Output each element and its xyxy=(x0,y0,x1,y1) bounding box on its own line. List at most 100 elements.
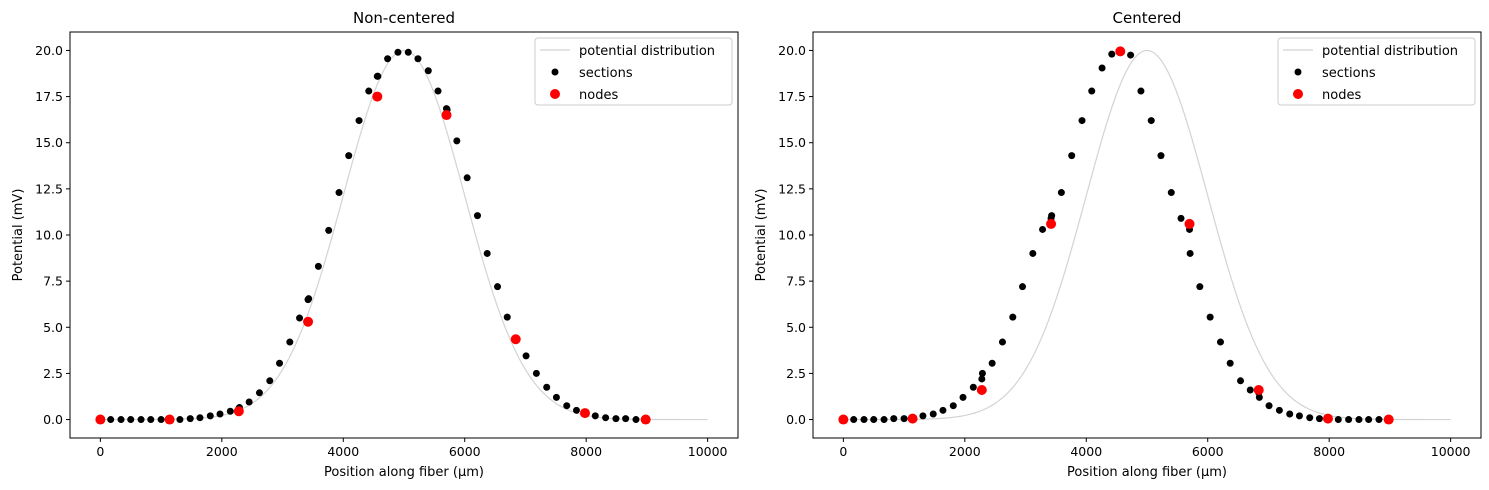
section-point xyxy=(314,262,322,270)
section-point xyxy=(1255,393,1263,401)
section-point xyxy=(117,416,125,424)
section-point xyxy=(384,55,392,63)
section-point xyxy=(434,87,442,95)
section-point xyxy=(1127,51,1135,59)
section-point xyxy=(591,412,599,420)
section-point xyxy=(890,415,898,423)
section-point xyxy=(1334,416,1342,424)
section-point xyxy=(602,414,610,422)
y-tick-label: 2.5 xyxy=(43,366,63,381)
section-point xyxy=(1246,386,1254,394)
node-point xyxy=(164,414,175,425)
node-point xyxy=(1383,414,1394,425)
section-point xyxy=(1108,50,1116,58)
y-tick-label: 15.0 xyxy=(778,135,806,150)
x-tick-label: 8000 xyxy=(1313,444,1345,459)
section-point xyxy=(978,375,986,383)
section-point xyxy=(622,415,630,423)
node-point xyxy=(1046,218,1057,229)
section-point xyxy=(1039,225,1047,233)
x-tick-label: 4000 xyxy=(1070,444,1102,459)
node-point xyxy=(838,414,849,425)
node-point xyxy=(1322,413,1333,424)
section-point xyxy=(1078,117,1086,125)
legend-box xyxy=(534,37,733,106)
section-point xyxy=(1265,402,1273,410)
section-point xyxy=(563,402,571,410)
x-tick-label: 0 xyxy=(96,444,104,459)
y-tick-label: 7.5 xyxy=(786,274,806,289)
node-point xyxy=(640,414,651,425)
y-axis-label: Potential (mV) xyxy=(11,189,26,282)
section-point xyxy=(355,117,363,125)
section-point xyxy=(196,414,204,422)
points-layer xyxy=(95,48,651,425)
y-tick-label: 20.0 xyxy=(778,43,806,58)
section-point xyxy=(1029,249,1037,257)
y-tick-label: 5.0 xyxy=(786,320,806,335)
section-point xyxy=(503,313,511,321)
node-point xyxy=(441,110,452,121)
section-point xyxy=(1345,416,1353,424)
section-point xyxy=(1295,412,1303,420)
section-point xyxy=(543,383,551,391)
node-point xyxy=(510,334,521,345)
section-point xyxy=(949,402,957,410)
node-point xyxy=(579,408,590,419)
section-point xyxy=(1057,189,1065,197)
section-point xyxy=(266,377,274,385)
section-point xyxy=(226,407,234,415)
subplot-centered: Centered 0 2000 4000 6000 8000 10000 0.0 2.5 5.… xyxy=(754,9,1482,480)
y-tick-label: 12.5 xyxy=(778,181,806,196)
y-tick-label: 12.5 xyxy=(35,181,63,196)
section-point xyxy=(394,48,402,56)
x-tick-label: 0 xyxy=(839,444,847,459)
x-tick-label: 2000 xyxy=(206,444,238,459)
x-axis: 0 2000 4000 6000 8000 10000 xyxy=(96,438,728,459)
section-point xyxy=(939,406,947,414)
section-point xyxy=(453,137,461,145)
y-axis: 0.0 2.5 5.0 7.5 10.0 12.5 15.0 17.5 20.0 xyxy=(778,43,813,427)
section-point xyxy=(424,67,432,75)
plot-title: Non-centered xyxy=(353,9,455,27)
section-point xyxy=(1068,152,1076,160)
legend-label-potential: potential distribution xyxy=(1322,44,1458,59)
node-point xyxy=(1253,385,1264,396)
y-tick-label: 0.0 xyxy=(43,412,63,427)
node-point xyxy=(303,316,314,327)
section-point xyxy=(157,416,165,424)
legend-label-nodes: nodes xyxy=(1322,88,1361,103)
section-point xyxy=(365,87,373,95)
section-point xyxy=(1196,283,1204,291)
legend-label-nodes: nodes xyxy=(579,88,618,103)
node-point xyxy=(976,385,987,396)
legend-label-sections: sections xyxy=(579,66,633,81)
section-point xyxy=(1355,416,1363,424)
section-point xyxy=(127,416,135,424)
section-point xyxy=(305,295,313,303)
y-tick-label: 0.0 xyxy=(786,412,806,427)
node-point xyxy=(1184,218,1195,229)
section-point xyxy=(335,189,343,197)
legend-marker-nodes xyxy=(1293,89,1303,99)
section-point xyxy=(959,393,967,401)
section-point xyxy=(176,416,184,424)
node-point xyxy=(1115,46,1126,57)
section-point xyxy=(1157,152,1165,160)
y-axis: 0.0 2.5 5.0 7.5 10.0 12.5 15.0 17.5 20.0 xyxy=(35,43,70,427)
section-point xyxy=(1177,214,1185,222)
node-point xyxy=(907,413,918,424)
section-point xyxy=(850,416,858,424)
node-point xyxy=(233,406,244,417)
section-point xyxy=(632,416,640,424)
x-tick-label: 6000 xyxy=(1192,444,1224,459)
section-point xyxy=(860,416,868,424)
x-tick-label: 4000 xyxy=(327,444,359,459)
x-tick-label: 2000 xyxy=(949,444,981,459)
plot-title: Centered xyxy=(1113,9,1182,27)
subplot-non-centered: Non-centered 0 2000 4000 6000 8000 10000 0.0 2… xyxy=(11,9,739,480)
legend-marker-sections xyxy=(551,68,559,76)
section-point xyxy=(374,72,382,80)
section-point xyxy=(929,410,937,418)
